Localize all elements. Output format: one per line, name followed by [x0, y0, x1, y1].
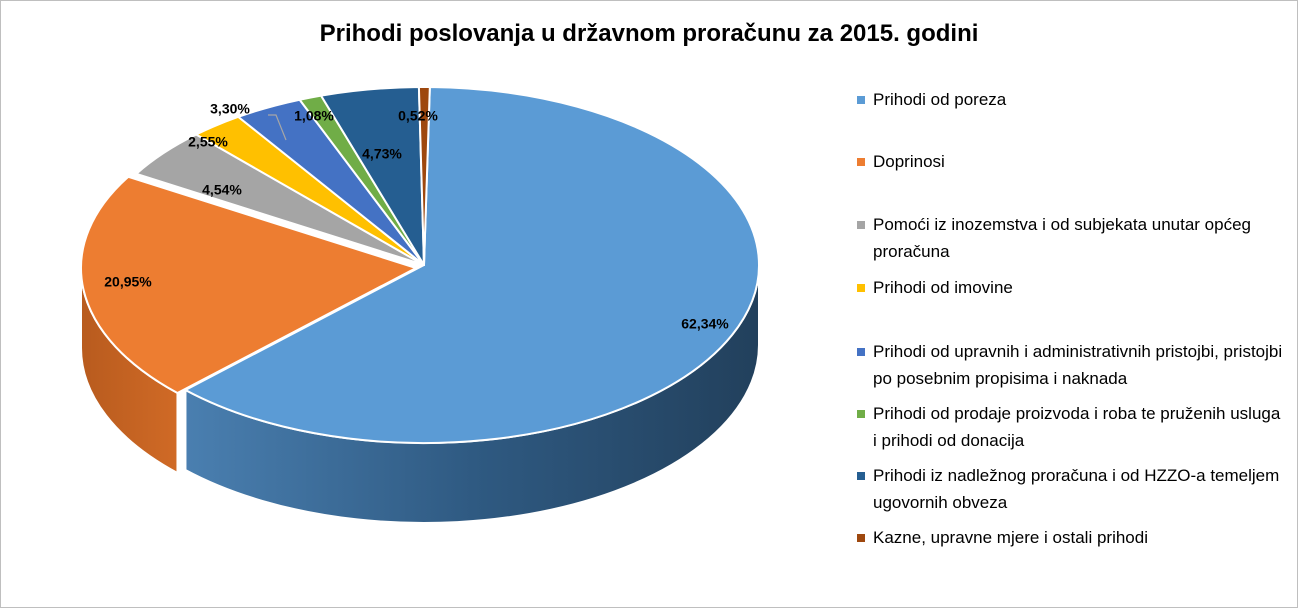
data-label-2: 20,95%: [104, 274, 152, 290]
data-label-3: 4,54%: [202, 182, 242, 198]
data-label-7: 4,73%: [362, 146, 402, 162]
leader-line-5: [268, 114, 287, 141]
legend-item-6: Prihodi od prodaje proizvoda i roba te p…: [857, 400, 1287, 454]
legend-item-3: Pomoći iz inozemstva i od subjekata unut…: [857, 211, 1287, 265]
legend-label-5: Prihodi od upravnih i administrativnih p…: [873, 342, 1283, 388]
legend-swatch-7: [857, 472, 865, 480]
legend-swatch-5: [857, 348, 865, 356]
legend: Prihodi od poreza Doprinosi Pomoći iz inoz…: [857, 0, 1287, 608]
legend-label-8: Kazne, upravne mjere i ostali prihodi: [873, 528, 1148, 547]
legend-label-2: Doprinosi: [873, 152, 945, 171]
legend-swatch-6: [857, 410, 865, 418]
data-label-6: 1,08%: [294, 108, 334, 124]
legend-swatch-1: [857, 96, 865, 104]
legend-swatch-2: [857, 158, 865, 166]
legend-label-4: Prihodi od imovine: [873, 278, 1013, 297]
pie-chart: 62,34% 20,95% 4,54% 2,55% 3,30% 1,08% 4,73% 0,5…: [80, 86, 760, 524]
legend-swatch-3: [857, 221, 865, 229]
legend-label-6: Prihodi od prodaje proizvoda i roba te p…: [873, 404, 1281, 450]
data-label-5: 3,30%: [210, 101, 250, 117]
pie-slice-2: [80, 175, 417, 394]
legend-item-8: Kazne, upravne mjere i ostali prihodi: [857, 524, 1287, 551]
data-label-8: 0,52%: [398, 108, 438, 124]
legend-item-2: Doprinosi: [857, 148, 1287, 175]
legend-label-7: Prihodi iz nadležnog proračuna i od HZZO…: [873, 466, 1280, 512]
legend-item-5: Prihodi od upravnih i administrativnih p…: [857, 338, 1287, 392]
legend-swatch-8: [857, 534, 865, 542]
pie-slice-1: [184, 86, 760, 444]
pie-slice-8: [417, 86, 431, 266]
data-label-1: 62,34%: [681, 316, 729, 332]
legend-swatch-4: [857, 284, 865, 292]
legend-item-4: Prihodi od imovine: [857, 274, 1287, 301]
legend-label-1: Prihodi od poreza: [873, 90, 1007, 109]
legend-label-3: Pomoći iz inozemstva i od subjekata unut…: [873, 215, 1251, 261]
legend-item-1: Prihodi od poreza: [857, 86, 1287, 113]
legend-item-7: Prihodi iz nadležnog proračuna i od HZZO…: [857, 462, 1287, 516]
data-label-4: 2,55%: [188, 134, 228, 150]
chart-title: Prihodi poslovanja u državnom proračunu …: [319, 20, 979, 47]
